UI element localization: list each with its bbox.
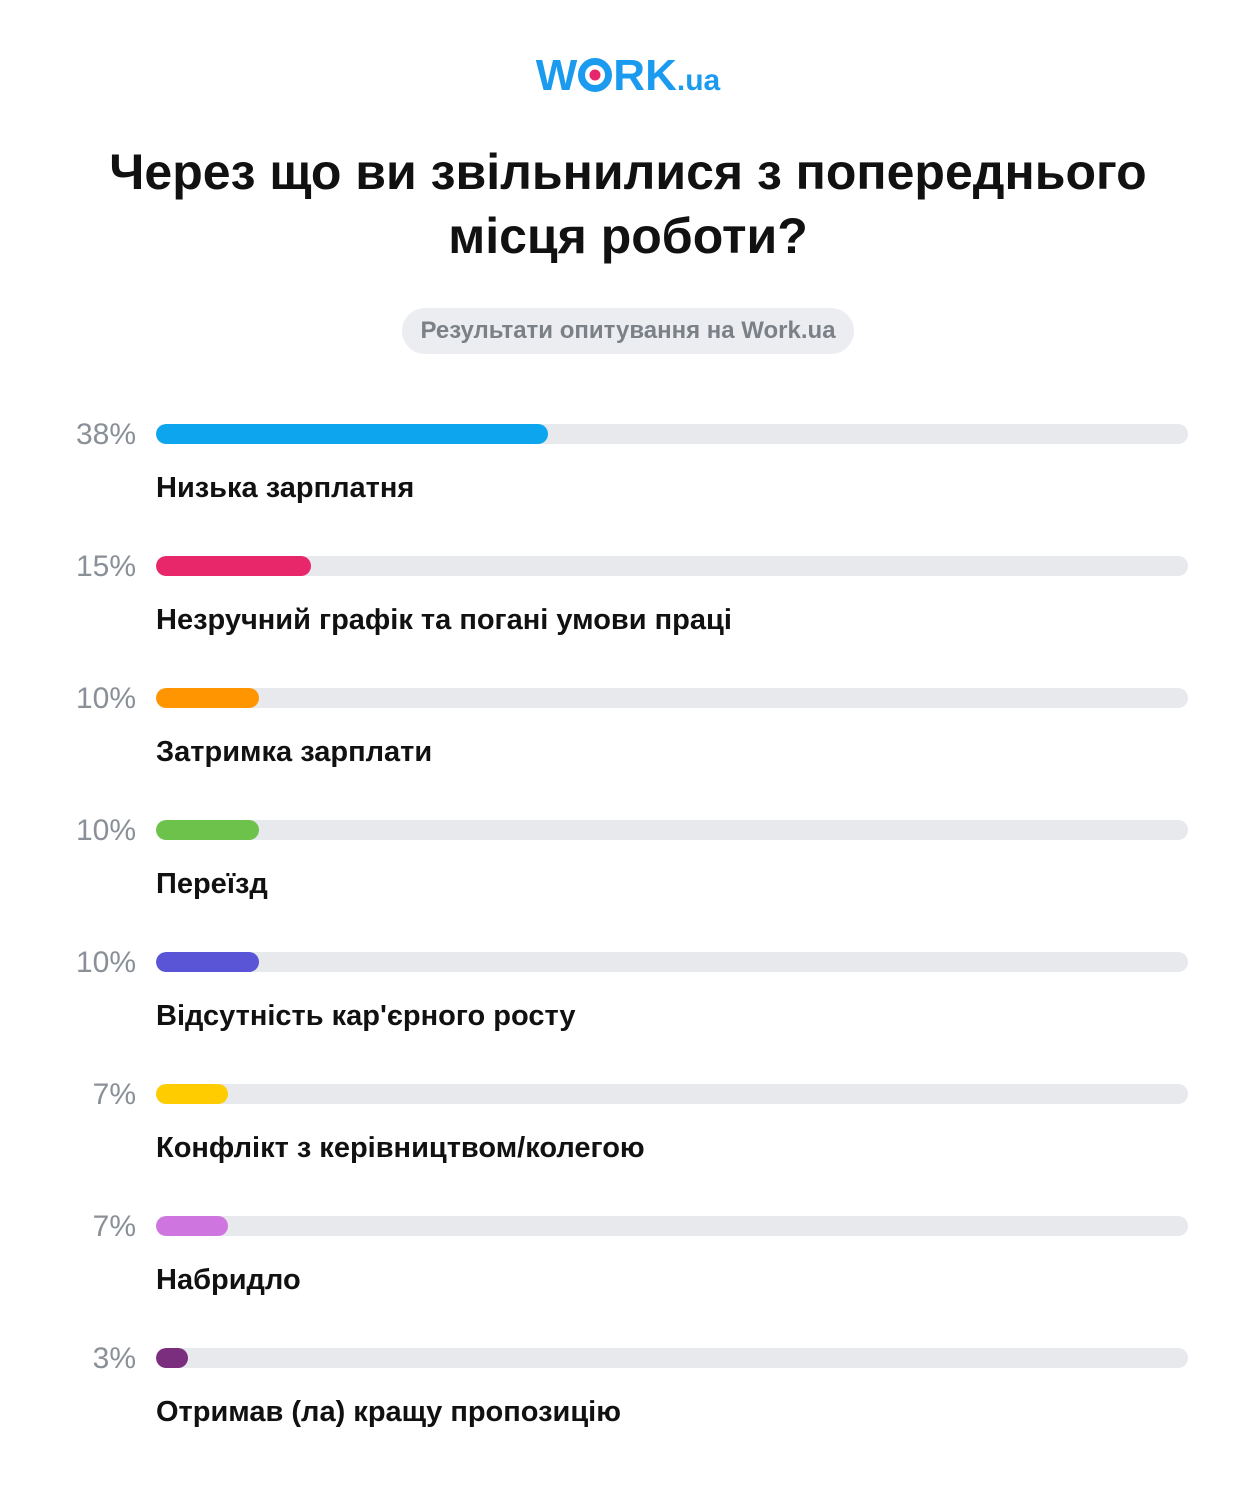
bar <box>156 424 548 444</box>
category-label: Затримка зарплати <box>156 736 433 768</box>
chart-row: 10% Затримка зарплати <box>0 682 1256 818</box>
bar-track <box>156 1348 1188 1368</box>
bar <box>156 1216 228 1236</box>
bar <box>156 556 311 576</box>
value-label: 15% <box>75 550 136 583</box>
chart-row: 10% Відсутність кар'єрного росту <box>0 946 1256 1082</box>
value-label: 38% <box>75 418 136 451</box>
bar <box>156 688 259 708</box>
subtitle-container: Результати опитування на Work.ua <box>0 308 1256 354</box>
bar-track <box>156 688 1188 708</box>
subtitle-badge: Результати опитування на Work.ua <box>402 308 854 354</box>
chart-row: 7% Набридло <box>0 1210 1256 1346</box>
value-label: 7% <box>92 1210 136 1243</box>
category-label: Низька зарплатня <box>156 472 415 504</box>
chart-title: Через що ви звільнилися з попереднього м… <box>109 144 1147 264</box>
value-label: 10% <box>75 814 136 847</box>
chart-row: 38% Низька зарплатня <box>0 418 1256 554</box>
category-label: Отримав (ла) кращу пропозицію <box>156 1396 622 1428</box>
bar-track <box>156 424 1188 444</box>
value-label: 10% <box>75 682 136 715</box>
category-label: Конфлікт з керівництвом/колегою <box>156 1132 645 1164</box>
bar-track <box>156 952 1188 972</box>
bar <box>156 1348 188 1368</box>
category-label: Набридло <box>156 1264 301 1296</box>
bar <box>156 952 259 972</box>
category-label: Відсутність кар'єрного росту <box>156 1000 576 1032</box>
bar-track <box>156 1216 1188 1236</box>
work-ua-logo: W RK.ua <box>0 54 1256 98</box>
chart-row: 7% Конфлікт з керівництвом/колегою <box>0 1078 1256 1214</box>
logo-o-icon <box>578 58 613 92</box>
chart-row: 3% Отримав (ла) кращу пропозицію <box>0 1342 1256 1478</box>
logo-text: W RK <box>535 51 677 100</box>
logo-suffix: .ua <box>676 64 721 97</box>
bar-track <box>156 820 1188 840</box>
bar <box>156 1084 228 1104</box>
category-label: Переїзд <box>156 868 268 900</box>
chart-row: 10% Переїзд <box>0 814 1256 950</box>
bar-track <box>156 556 1188 576</box>
bar-track <box>156 1084 1188 1104</box>
bar <box>156 820 259 840</box>
chart-row: 15% Незручний графік та погані умови прац… <box>0 550 1256 686</box>
category-label: Незручний графік та погані умови праці <box>156 604 732 636</box>
value-label: 3% <box>92 1342 136 1375</box>
value-label: 7% <box>92 1078 136 1111</box>
value-label: 10% <box>75 946 136 979</box>
